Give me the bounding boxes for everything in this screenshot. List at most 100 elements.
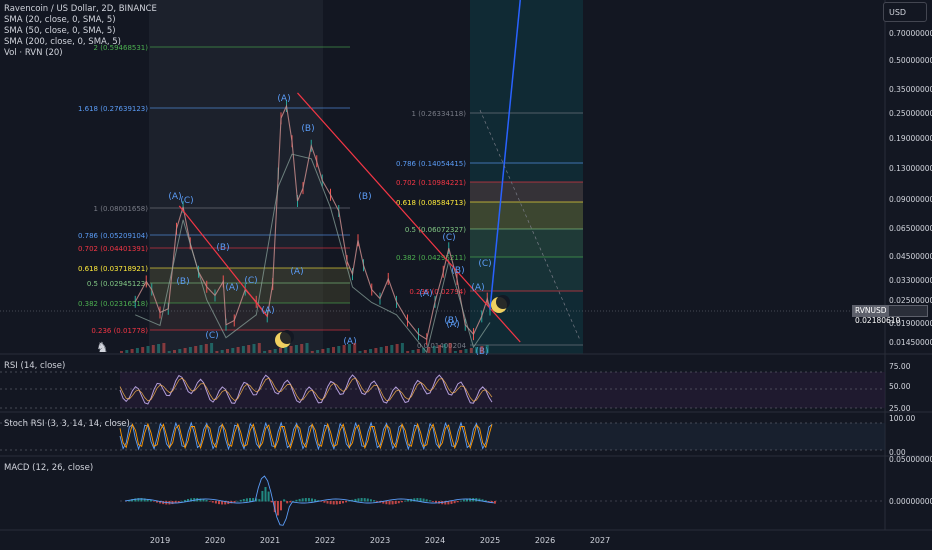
volume-bar: [422, 348, 426, 353]
macd-histogram-bar: [335, 501, 338, 505]
time-axis-tick: 2027: [590, 536, 610, 545]
macd-histogram-bar: [357, 498, 360, 502]
macd-histogram-bar: [298, 498, 301, 502]
macd-histogram-bar: [354, 498, 357, 502]
stoch-rsi-pane-title[interactable]: Stoch RSI (3, 3, 14, 14, close): [4, 419, 130, 429]
volume-bar: [374, 348, 378, 353]
volume-bar: [194, 346, 198, 353]
elliott-wave-label: (A): [446, 320, 459, 330]
macd-histogram-bar: [205, 500, 208, 502]
time-axis-tick: 2024: [425, 536, 445, 545]
macd-histogram-bar: [211, 501, 214, 503]
price-axis-tick: 0.09000000: [889, 195, 932, 204]
macd-histogram-bar: [314, 499, 317, 502]
volume-bar: [464, 349, 468, 353]
macd-histogram-bar: [487, 501, 490, 502]
volume-bar: [167, 351, 171, 353]
macd-histogram-bar: [360, 498, 363, 502]
macd-histogram-bar: [143, 498, 146, 502]
macd-histogram-bar: [214, 501, 217, 504]
price-tag-value: 0.02180610: [855, 316, 901, 325]
elliott-wave-label: (A): [343, 337, 356, 347]
macd-histogram-bar: [407, 499, 410, 502]
volume-bar: [459, 350, 463, 353]
fib-left-ratio-label: 0.618 (0.03718921): [78, 265, 148, 273]
volume-bar: [157, 344, 161, 353]
macd-histogram-bar: [146, 499, 149, 502]
volume-bar: [199, 345, 203, 353]
elliott-wave-label: (C): [442, 233, 455, 243]
macd-histogram-bar: [131, 499, 134, 502]
volume-bar: [289, 346, 293, 353]
macd-histogram-bar: [416, 498, 419, 502]
macd-histogram-bar: [391, 501, 394, 505]
volume-bar: [231, 348, 235, 353]
projection-line: [489, 0, 521, 310]
rsi-pane-title[interactable]: RSI (14, close): [4, 361, 66, 371]
elliott-wave-label: (B): [444, 316, 457, 326]
price-axis-tick: 0.01900000: [889, 319, 932, 328]
fib-left-ratio-label: 0.786 (0.05209104): [78, 232, 148, 240]
volume-bar: [178, 349, 182, 353]
volume-bar: [241, 346, 245, 353]
fib-right-ratio-label: 0.702 (0.10984221): [396, 179, 466, 187]
fib-left-ratio-label: 1 (0.08001658): [94, 205, 149, 213]
macd-histogram-bar: [242, 498, 245, 502]
volume-bar: [485, 345, 489, 353]
volume-bar: [326, 348, 330, 353]
volume-bar: [480, 346, 484, 353]
volume-bar: [268, 350, 272, 353]
volume-bar: [448, 343, 452, 353]
macd-histogram-bar: [345, 501, 348, 503]
volume-bar: [183, 348, 187, 353]
price-axis-tick: 0.19000000: [889, 134, 932, 143]
elliott-wave-label: (A): [277, 94, 290, 104]
elliott-wave-label: (B): [451, 266, 464, 276]
macd-histogram-bar: [183, 499, 186, 502]
macd-histogram-bar: [307, 498, 310, 502]
volume-bar: [162, 343, 166, 353]
fib-band-lower-left: [150, 303, 350, 330]
volume-bar: [342, 345, 346, 353]
macd-histogram-bar: [202, 499, 205, 502]
shaded-zone-right: [470, 0, 583, 354]
macd-histogram-bar: [456, 501, 459, 503]
indicator-sma200[interactable]: SMA (200, close, 0, SMA, 5): [4, 37, 121, 47]
currency-button[interactable]: USD: [883, 2, 927, 22]
volume-bar: [432, 346, 436, 353]
volume-bar: [305, 343, 309, 353]
volume-bar: [130, 349, 134, 353]
volume-bar: [353, 343, 357, 353]
volume-bar: [215, 351, 219, 353]
stoch-d-line: [119, 422, 493, 450]
macd-histogram-bar: [199, 498, 202, 502]
price-axis-tick: 0.03300000: [889, 276, 932, 285]
fib-band-low-right: [470, 257, 583, 291]
indicator-sma20[interactable]: SMA (20, close, 0, SMA, 5): [4, 15, 116, 25]
macd-histogram-bar: [366, 498, 369, 502]
moon-icon-shadow: [280, 330, 294, 344]
stoch-k-line: [119, 421, 493, 451]
volume-bar: [236, 347, 240, 353]
price-axis-tick: 0.04500000: [889, 252, 932, 261]
macd-histogram-bar: [329, 501, 332, 505]
stoch-axis-tick: 100.00: [889, 414, 915, 423]
macd-histogram-bar: [425, 499, 428, 502]
chart-title[interactable]: Ravencoin / US Dollar, 2D, BINANCE: [4, 4, 157, 14]
volume-bar: [263, 351, 267, 353]
volume-bar: [294, 345, 298, 353]
macd-histogram-bar: [490, 501, 493, 503]
fib-right-ratio-label: 0 0.01400204: [417, 342, 467, 350]
indicator-sma50[interactable]: SMA (50, close, 0, SMA, 5): [4, 26, 116, 36]
fib-band-mid-right: [470, 229, 583, 257]
indicator-volume[interactable]: Vol · RVN (20): [4, 48, 63, 58]
macd-histogram-bar: [435, 501, 437, 503]
volume-bar: [146, 346, 150, 353]
macd-pane-title[interactable]: MACD (12, 26, close): [4, 463, 94, 473]
macd-histogram-bar: [419, 498, 422, 502]
elliott-wave-label: (B): [216, 243, 229, 253]
time-axis-tick: 2019: [150, 536, 170, 545]
macd-histogram-bar: [385, 501, 388, 505]
macd-histogram-bar: [236, 500, 239, 502]
